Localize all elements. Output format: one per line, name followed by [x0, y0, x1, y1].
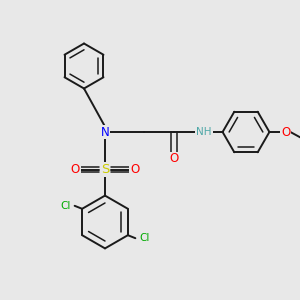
Text: NH: NH — [196, 127, 212, 137]
Text: O: O — [169, 152, 178, 166]
Text: O: O — [130, 163, 140, 176]
Text: S: S — [101, 163, 109, 176]
Text: O: O — [70, 163, 80, 176]
Text: Cl: Cl — [139, 233, 150, 243]
Text: Cl: Cl — [60, 201, 71, 211]
Text: N: N — [100, 125, 109, 139]
Text: O: O — [281, 125, 290, 139]
